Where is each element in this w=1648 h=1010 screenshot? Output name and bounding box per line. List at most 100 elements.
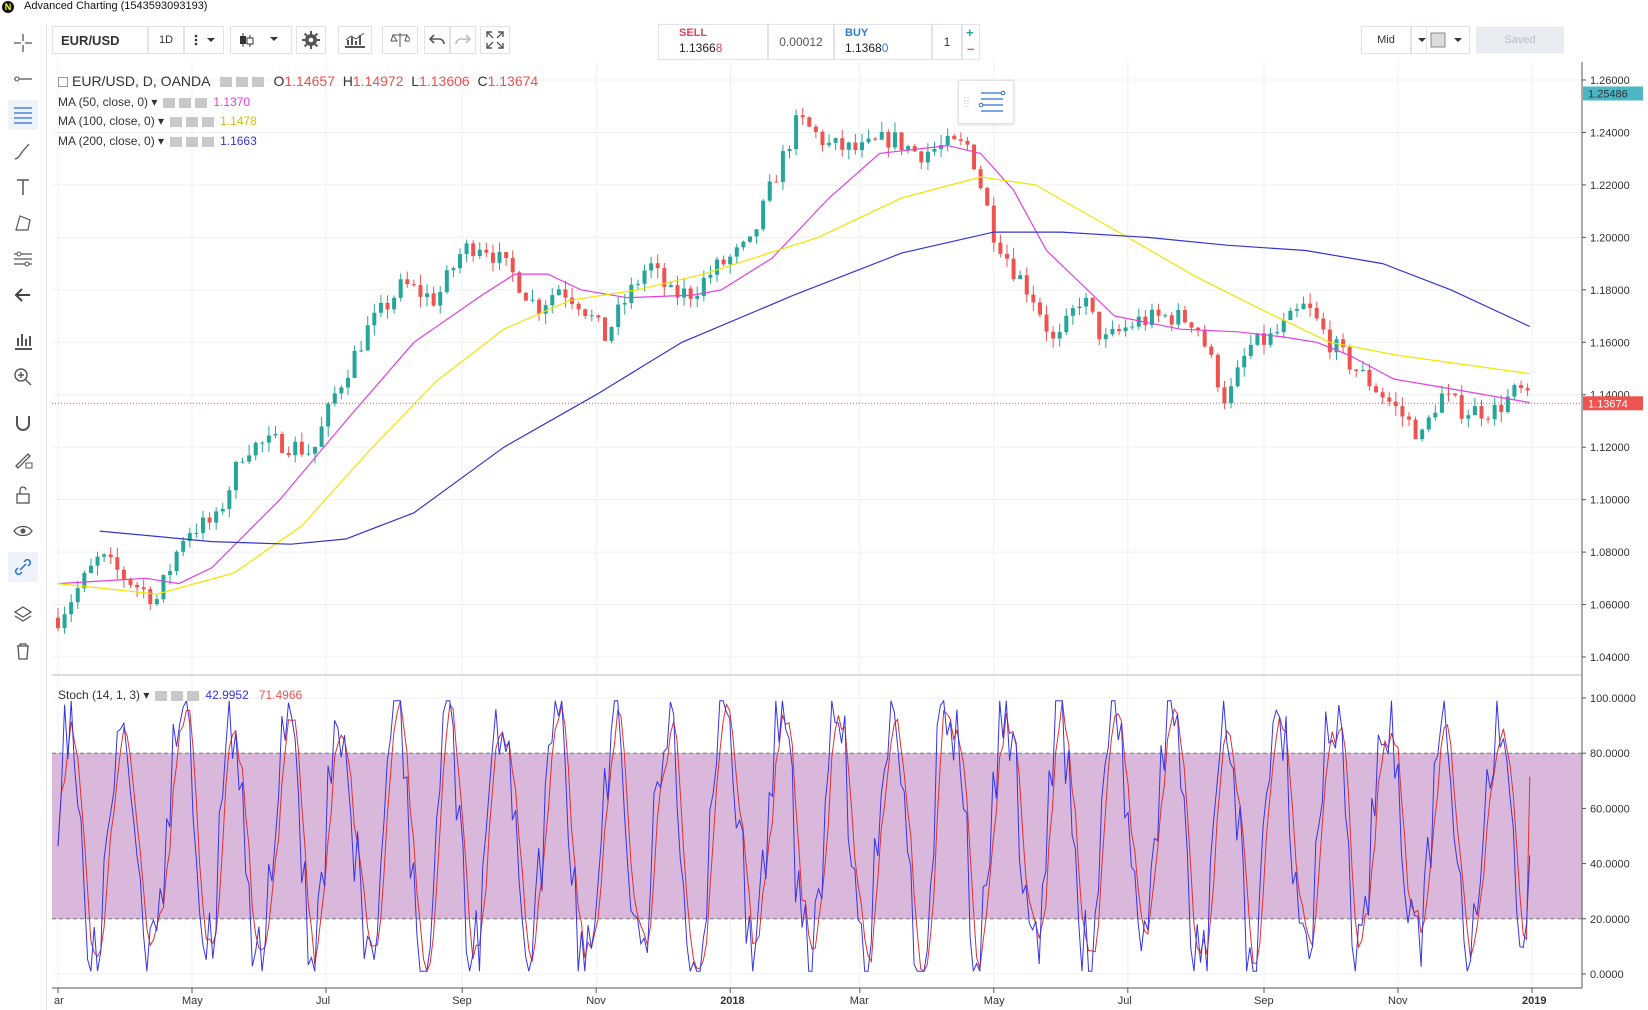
candle-body (405, 279, 410, 285)
candle-body (1202, 329, 1207, 347)
time-tick-label: May (182, 995, 203, 1007)
legend-o-value: 1.14657 (284, 73, 335, 89)
redo-button[interactable] (450, 26, 476, 54)
sell-label: SELL (679, 27, 708, 39)
chart-style-button[interactable] (230, 26, 292, 54)
price-tick-label: 1.16000 (1590, 337, 1630, 349)
candle-body (827, 142, 832, 146)
interval-dropdown[interactable] (184, 26, 224, 54)
time-tick-label: Jul (1118, 995, 1132, 1007)
candle-body (1472, 406, 1477, 416)
price-tick-label: 1.22000 (1590, 180, 1630, 192)
undo-button[interactable] (424, 26, 450, 54)
candle-body (662, 268, 667, 287)
candle-body (102, 554, 107, 557)
time-tick-label: ar (54, 995, 64, 1007)
layers-icon[interactable] (8, 600, 38, 630)
brush-icon[interactable] (8, 136, 38, 166)
ma50-line (57, 144, 1530, 585)
candle-body (1097, 311, 1102, 340)
candle-body (135, 584, 140, 588)
candle-body (873, 138, 878, 140)
stoch-d-line (57, 700, 1531, 973)
text-tool-icon[interactable] (8, 172, 38, 202)
fullscreen-button[interactable] (480, 26, 510, 54)
moving-averages (57, 144, 1531, 595)
sell-button[interactable]: SELL 1.13668 (658, 24, 768, 60)
buy-button[interactable]: BUY 1.13680 (834, 24, 932, 60)
candle-body (780, 151, 785, 183)
layout-button[interactable] (1426, 26, 1470, 54)
magnet-icon[interactable] (8, 408, 38, 438)
candle-body (392, 297, 397, 310)
fib-retracement-icon[interactable] (8, 100, 38, 130)
settings-button[interactable] (296, 26, 326, 54)
candle-body (1512, 385, 1517, 397)
buy-price-tail: 0 (881, 41, 889, 55)
prediction-icon[interactable] (8, 244, 38, 274)
trash-icon[interactable] (8, 636, 38, 666)
stoch-tick-label: 40.0000 (1590, 859, 1630, 871)
candle-body (688, 288, 693, 299)
ma200-legend: MA (200, close, 0) ▾ 1.1663 (58, 134, 257, 148)
stoch-tick-label: 0.0000 (1590, 969, 1624, 981)
indicators-icon[interactable] (8, 326, 38, 356)
candle-body (1327, 329, 1332, 353)
legend-actions-icon[interactable] (155, 690, 200, 701)
candle-body (187, 533, 192, 541)
ma200-label: MA (200, close, 0) (58, 134, 155, 148)
price-tick-label: 1.12000 (1590, 442, 1630, 454)
interval-button[interactable]: 1D (148, 26, 184, 54)
stoch-series (57, 699, 1531, 973)
link-icon[interactable] (8, 552, 38, 582)
candle-body (1406, 416, 1411, 420)
candle-body (1354, 369, 1359, 371)
floating-drawing-toolbar[interactable] (958, 80, 1014, 124)
ma100-line (57, 176, 1530, 595)
eye-icon[interactable] (8, 516, 38, 546)
ma50-legend: MA (50, close, 0) ▾ 1.1370 (58, 95, 251, 109)
zoom-icon[interactable] (8, 362, 38, 392)
ma100-legend: MA (100, close, 0) ▾ 1.1478 (58, 114, 257, 128)
candle-body (794, 115, 799, 150)
time-tick-label: Nov (586, 995, 606, 1007)
quantity-input[interactable]: 1 (932, 24, 962, 60)
candle-body (1459, 395, 1464, 419)
collapse-icon[interactable] (58, 77, 68, 88)
price-source-select[interactable]: Mid (1361, 26, 1411, 54)
pattern-icon[interactable] (8, 208, 38, 238)
stoch-label: Stoch (14, 1, 3) (58, 688, 141, 702)
time-tick-label: Nov (1388, 995, 1408, 1007)
time-tick-label: Sep (1254, 995, 1274, 1007)
quantity-stepper[interactable]: + – (962, 24, 980, 60)
legend-actions-icon[interactable] (170, 136, 215, 147)
trend-line-icon[interactable] (8, 64, 38, 94)
plus-icon[interactable]: + (966, 25, 974, 40)
candle-body (69, 602, 74, 615)
candle-body (1380, 392, 1385, 398)
candle-body (754, 229, 759, 237)
legend-actions-icon[interactable] (219, 77, 264, 88)
candle-body (609, 327, 614, 341)
saved-button[interactable]: Saved (1476, 27, 1564, 53)
back-arrow-icon[interactable] (8, 280, 38, 310)
lock-drawing-icon[interactable] (8, 444, 38, 474)
candle-body (1308, 303, 1313, 308)
minus-icon[interactable]: – (967, 41, 975, 56)
candle-body (1024, 275, 1029, 295)
indicators-button[interactable] (338, 26, 372, 54)
compare-button[interactable] (382, 26, 418, 54)
scales-icon (390, 33, 410, 47)
candle-body (1321, 318, 1326, 330)
symbol-search[interactable]: EUR/USD (52, 26, 148, 54)
chevron-down-icon (207, 38, 215, 42)
crosshair-icon[interactable] (8, 28, 38, 58)
candle-body (1248, 344, 1253, 356)
candle-body (1426, 417, 1431, 430)
unlock-icon[interactable] (8, 480, 38, 510)
candle-body (715, 259, 720, 275)
legend-actions-icon[interactable] (170, 116, 215, 127)
legend-actions-icon[interactable] (163, 97, 208, 108)
candle-body (879, 132, 884, 140)
